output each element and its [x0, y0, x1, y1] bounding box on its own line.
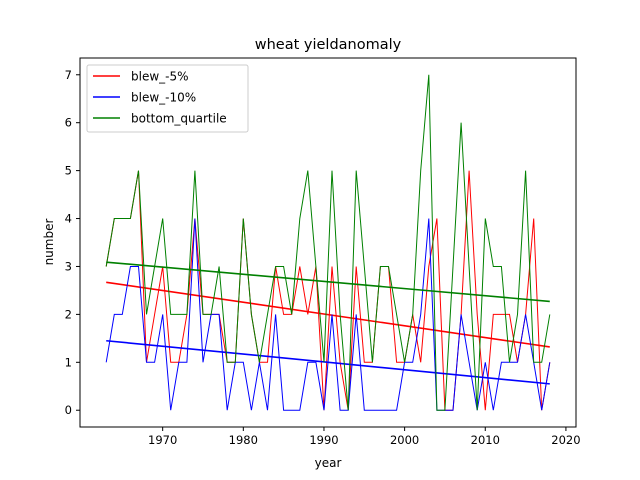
trend-line-0: [106, 281, 550, 348]
series-line-2: [105, 74, 551, 411]
x-axis: 1970 1980 1990 2000 2010 2020: [148, 427, 581, 447]
legend-label-1: blew_-10%: [131, 91, 196, 105]
x-tick-label: 2010: [471, 433, 500, 447]
axes-frame: [79, 57, 577, 428]
legend-label-0: blew_-5%: [131, 70, 189, 84]
x-tick-label: 2000: [390, 433, 419, 447]
series-line-0: [105, 170, 551, 411]
y-tick-label: 7: [65, 68, 72, 82]
x-tick-label: 1970: [148, 433, 177, 447]
y-tick-label: 3: [65, 259, 72, 273]
y-axis-label: number: [42, 219, 56, 266]
x-tick-label: 2020: [551, 433, 580, 447]
y-tick-label: 1: [65, 355, 72, 369]
y-axis: 0 1 2 3 4 5 6 7: [65, 68, 80, 417]
legend: blew_-5% blew_-10% bottom_quartile: [86, 64, 249, 133]
legend-label-2: bottom_quartile: [131, 112, 227, 126]
y-tick-label: 5: [65, 164, 72, 178]
x-tick-label: 1990: [309, 433, 338, 447]
y-tick-label: 0: [65, 403, 72, 417]
legend-frame: [86, 64, 249, 133]
y-tick-label: 2: [65, 307, 72, 321]
series-layer: [105, 74, 551, 411]
x-tick-label: 1980: [229, 433, 258, 447]
x-axis-label: year: [315, 456, 342, 470]
y-tick-label: 4: [65, 212, 72, 226]
chart-title: wheat yieldanomaly: [255, 37, 402, 53]
trend-line-2: [106, 261, 550, 303]
y-tick-label: 6: [65, 116, 72, 130]
trend-line-1: [106, 339, 550, 385]
